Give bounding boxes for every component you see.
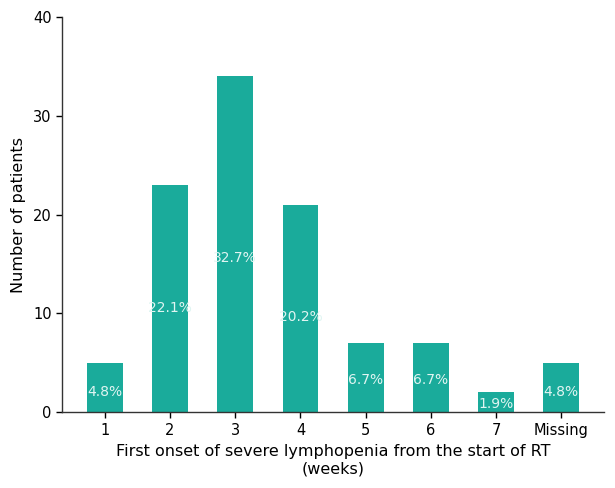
Text: 20.2%: 20.2% [279, 310, 322, 324]
Y-axis label: Number of patients: Number of patients [11, 137, 26, 293]
Text: 32.7%: 32.7% [213, 251, 257, 264]
Bar [544, 363, 579, 412]
Bar [478, 392, 514, 412]
X-axis label: First onset of severe lymphopenia from the start of RT
(weeks): First onset of severe lymphopenia from t… [116, 445, 550, 477]
Text: 4.8%: 4.8% [87, 386, 122, 399]
Text: 6.7%: 6.7% [348, 373, 383, 387]
Bar [152, 185, 188, 412]
Text: 6.7%: 6.7% [413, 373, 448, 387]
Bar [217, 76, 253, 412]
Text: 4.8%: 4.8% [544, 386, 579, 399]
Text: 1.9%: 1.9% [478, 397, 514, 411]
Bar [87, 363, 123, 412]
Bar [413, 343, 449, 412]
Text: 22.1%: 22.1% [148, 301, 192, 315]
Bar [347, 343, 384, 412]
Bar [282, 205, 319, 412]
